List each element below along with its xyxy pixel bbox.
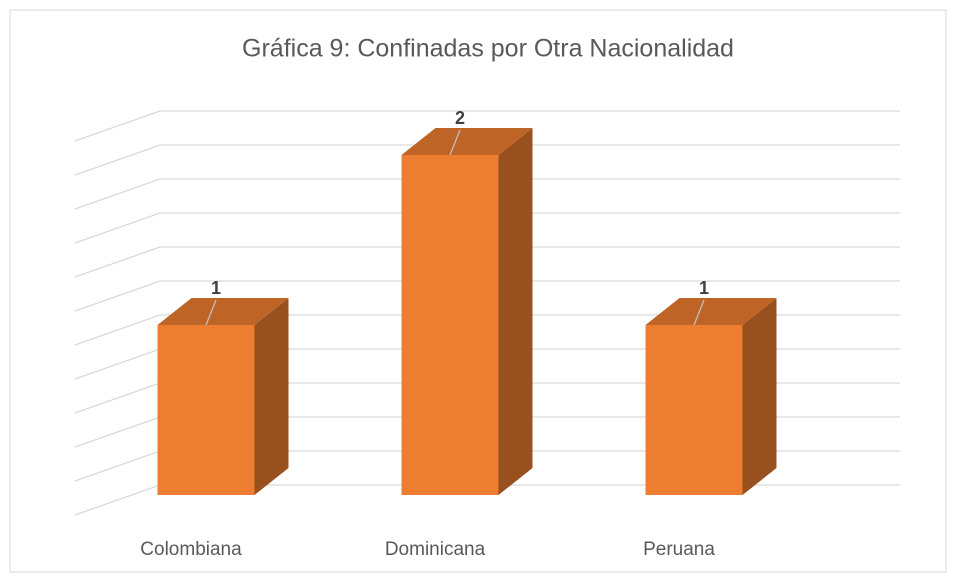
- x-tick-label: Dominicana: [385, 539, 486, 560]
- grid-line: [74, 246, 900, 278]
- bar-side: [742, 298, 777, 495]
- leader-line: [449, 129, 461, 156]
- x-tick-label: Peruana: [643, 539, 715, 560]
- bar: [157, 298, 289, 495]
- leader-line: [205, 299, 217, 326]
- chart-title: Gráfica 9: Confinadas por Otra Nacionali…: [242, 35, 734, 63]
- grid-line: [74, 280, 900, 312]
- data-label: 1: [211, 278, 221, 298]
- bar-front: [401, 155, 499, 495]
- bar: [645, 298, 777, 495]
- x-tick-label: Colombiana: [140, 539, 242, 560]
- bar-front: [157, 325, 255, 495]
- grid-line: [74, 178, 900, 210]
- grid-line: [74, 314, 900, 346]
- data-label: 1: [699, 278, 709, 298]
- grid-line: [74, 144, 900, 176]
- bar-side: [498, 128, 533, 495]
- grid-line: [74, 212, 900, 244]
- bar-side: [254, 298, 289, 495]
- bar-top: [157, 298, 289, 325]
- bar-front: [645, 325, 743, 495]
- bar-top: [645, 298, 777, 325]
- leader-line: [693, 299, 705, 326]
- bar: [401, 128, 533, 495]
- data-label: 2: [455, 108, 465, 128]
- grid-line: [74, 110, 900, 142]
- bar-top: [401, 128, 533, 155]
